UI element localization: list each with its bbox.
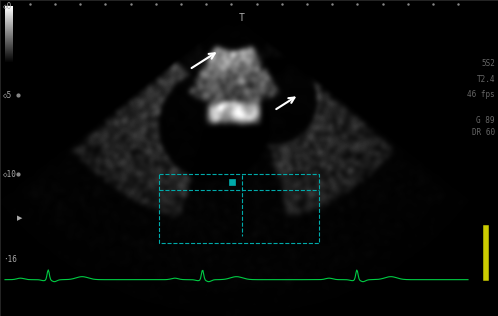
Bar — [5, 25, 13, 26]
Bar — [5, 59, 13, 60]
Bar — [5, 45, 13, 46]
Bar — [5, 61, 13, 62]
Bar — [5, 38, 13, 39]
Text: T: T — [239, 13, 245, 23]
Bar — [5, 13, 13, 14]
Bar — [5, 21, 13, 22]
Bar — [5, 44, 13, 45]
Text: ▶: ▶ — [17, 215, 22, 221]
Text: T2.4: T2.4 — [477, 75, 495, 83]
Bar — [5, 50, 13, 51]
Bar — [5, 10, 13, 11]
Bar — [5, 53, 13, 54]
Bar — [5, 47, 13, 48]
Bar — [5, 40, 13, 41]
Bar — [5, 57, 13, 58]
Bar — [5, 34, 13, 35]
Bar — [5, 11, 13, 12]
Bar — [5, 58, 13, 59]
Bar — [5, 52, 13, 53]
Bar — [5, 20, 13, 21]
Text: 46 fps: 46 fps — [467, 90, 495, 99]
Bar — [5, 41, 13, 42]
Bar — [5, 6, 13, 7]
Bar — [5, 33, 13, 34]
Bar — [5, 30, 13, 31]
Text: ·16: ·16 — [3, 255, 17, 264]
Bar — [5, 18, 13, 19]
Bar — [5, 15, 13, 16]
Bar — [5, 7, 13, 8]
Bar — [5, 35, 13, 36]
Text: ◇0: ◇0 — [3, 2, 12, 11]
Text: DR 60: DR 60 — [472, 128, 495, 137]
Bar — [5, 26, 13, 27]
Bar — [5, 36, 13, 37]
Bar — [5, 32, 13, 33]
Bar — [5, 19, 13, 20]
Bar — [5, 29, 13, 30]
Bar — [5, 14, 13, 15]
Bar — [5, 27, 13, 28]
Bar — [5, 39, 13, 40]
Bar — [159, 174, 319, 243]
Bar — [5, 56, 13, 57]
Bar — [5, 16, 13, 17]
Bar — [5, 43, 13, 44]
Bar — [5, 9, 13, 10]
Bar — [5, 54, 13, 55]
Bar — [5, 31, 13, 32]
Bar — [5, 48, 13, 49]
Bar — [5, 8, 13, 9]
Text: G 89: G 89 — [477, 116, 495, 125]
Text: ◇10: ◇10 — [3, 169, 17, 178]
Bar — [5, 46, 13, 47]
Bar — [5, 37, 13, 38]
Bar — [5, 60, 13, 61]
Bar — [5, 12, 13, 13]
Bar — [5, 17, 13, 18]
Text: 5S2: 5S2 — [481, 59, 495, 68]
Bar — [5, 22, 13, 23]
Bar — [5, 55, 13, 56]
Bar — [5, 23, 13, 24]
Bar — [5, 51, 13, 52]
Bar — [5, 24, 13, 25]
Bar — [5, 28, 13, 29]
Text: ◇5: ◇5 — [3, 90, 12, 99]
Bar — [5, 42, 13, 43]
Bar — [5, 49, 13, 50]
